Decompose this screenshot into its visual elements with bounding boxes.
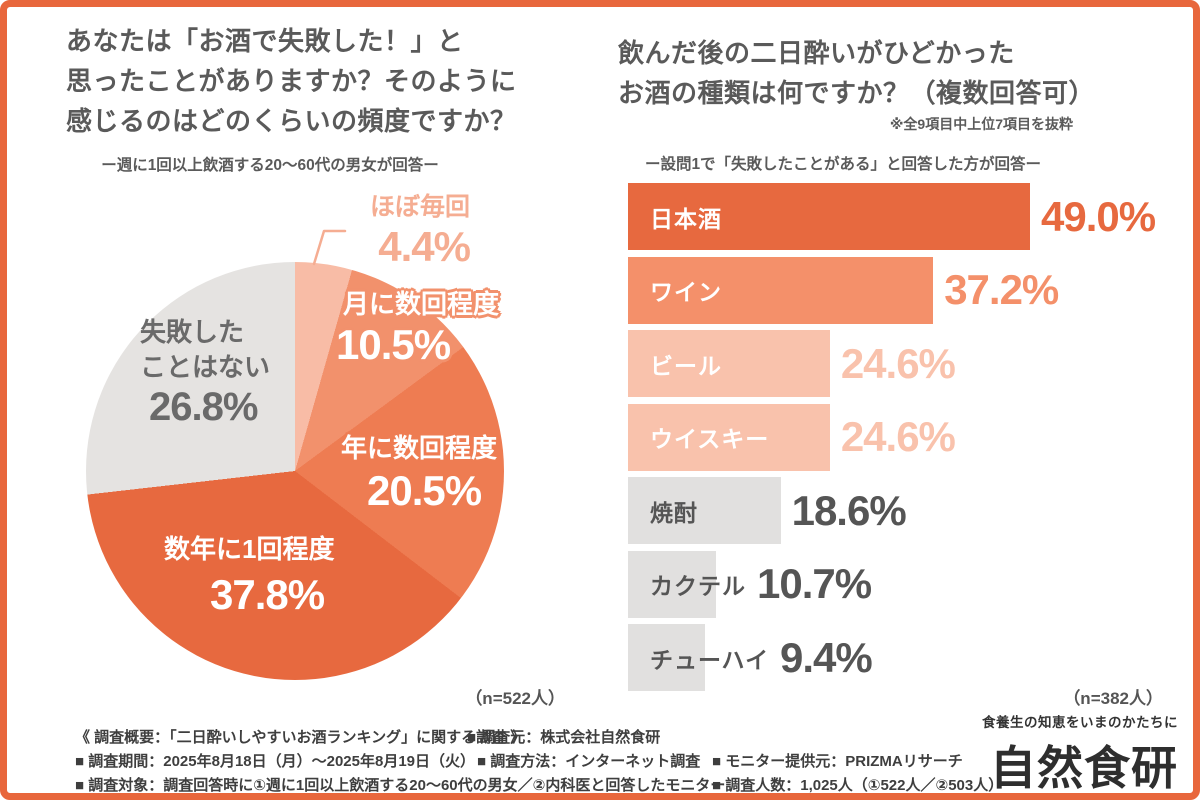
bar-value: 37.2%: [944, 266, 1059, 313]
footer-item: ■ モニター提供元：PRIZMAリサーチ: [712, 753, 963, 770]
bar-row: 焼酎 18.6%: [628, 477, 1165, 544]
bar-label: ウイスキー: [650, 426, 770, 452]
footer-item: 《 調査概要：「二日酔いしやすいお酒ランキング」に関する調査 》: [75, 729, 526, 746]
bar-label: ワイン: [650, 279, 722, 305]
bar: 日本酒: [628, 183, 1030, 250]
right-chart-title-line2: お酒の種類は何ですか？（複数回答可）: [618, 78, 1096, 108]
right-chart-title: 飲んだ後の二日酔いがひどかった お酒の種類は何ですか？（複数回答可）: [618, 33, 1095, 113]
right-chart-subtitle: ー設問1で「失敗したことがある」と回答した方が回答ー: [644, 156, 1042, 173]
bar-row: チューハイ 9.4%: [628, 624, 1165, 691]
left-chart-title-line3: 感じるのはどのくらいの頻度ですか？: [66, 106, 517, 136]
footer-item: ■ 調査期間：2025年8月18日（月）〜2025年8月19日（火）: [75, 753, 476, 770]
pie-chart: [86, 262, 504, 680]
pie-slice-value: 26.8%: [149, 385, 258, 429]
pie-slice-label: 失敗した ことはない: [140, 317, 271, 382]
bar-value: 24.6%: [840, 413, 956, 460]
bar-chart: 日本酒 49.0% ワイン 37.2% ビール 24.6% ウイスキー 24.6…: [628, 183, 1165, 698]
bar: ワイン: [628, 256, 934, 324]
bar-value: 24.6%: [840, 339, 956, 387]
pie-slice-value: 4.4%: [378, 222, 471, 270]
bar: ウイスキー: [628, 403, 830, 471]
logo-name: 自然食研: [990, 743, 1178, 794]
bar-value: 18.6%: [791, 486, 907, 534]
left-chart-title-line1: あなたは「お酒で失敗した！」と: [66, 26, 464, 56]
logo-tagline: 食養生の知恵をいまのかたちに: [982, 715, 1178, 730]
bar-label: カクテル: [650, 573, 746, 599]
left-chart-subtitle: ー週に1回以上飲酒する20〜60代の男女が回答ー: [101, 157, 439, 174]
bar: 焼酎: [628, 477, 781, 544]
bar-label: チューハイ: [650, 646, 770, 673]
bar: チューハイ: [628, 624, 768, 691]
pie-slice-label: ほぼ毎回: [369, 193, 470, 221]
bar-row: カクテル 10.7%: [628, 550, 1165, 618]
bar-value: 49.0%: [1041, 192, 1156, 240]
bar-label: ビール: [650, 352, 722, 379]
bar-label: 焼酎: [650, 499, 698, 526]
pie-slice-label: 年に数回程度: [341, 433, 498, 463]
footer-item: ■ 調査対象：調査回答時に①週に1回以上飲酒する20〜60代の男女／②内科医と回…: [75, 777, 726, 794]
bar-label: 日本酒: [650, 205, 722, 232]
footer-item: ■ 調査方法：インターネット調査: [477, 753, 701, 770]
sample-size-left: （n=522人）: [465, 689, 565, 708]
right-chart-note: ※全9項目中上位7項目を抜粋: [889, 116, 1073, 132]
right-chart-title-line1: 飲んだ後の二日酔いがひどかった: [618, 38, 1015, 68]
brand-logo: 食養生の知恵をいまのかたちに 自然食研: [982, 711, 1178, 798]
pie-slice-value: 20.5%: [367, 467, 482, 514]
bar: カクテル: [628, 550, 745, 618]
bar-row: ビール 24.6%: [628, 330, 1165, 397]
bar-row: ウイスキー 24.6%: [628, 403, 1165, 471]
bar: ビール: [628, 330, 830, 397]
footer-item: ■ 調査元：株式会社自然食研: [467, 729, 661, 746]
left-chart-title: あなたは「お酒で失敗した！」と 思ったことがありますか？そのように 感じるのはど…: [66, 21, 517, 141]
pie-slice-value: 37.8%: [210, 571, 325, 618]
pie-slice-label: 数年に1回程度: [164, 534, 335, 564]
pie-label-hobo-maikai: ほぼ毎回 4.4%: [290, 193, 471, 270]
left-chart-title-line2: 思ったことがありますか？そのように: [66, 66, 517, 96]
pie-slice-value: 10.5%: [336, 321, 451, 368]
bar-row: ワイン 37.2%: [628, 256, 1165, 324]
pie-slice-label: 月に数回程度: [343, 289, 500, 319]
footer-item: ■ 調査人数：1,025人（①522人／②503人）: [712, 777, 1004, 794]
bar-row: 日本酒 49.0%: [628, 183, 1165, 250]
bar-value: 10.7%: [757, 560, 872, 607]
sample-size-right: （n=382人）: [1063, 689, 1163, 708]
bar-value: 9.4%: [780, 633, 873, 681]
